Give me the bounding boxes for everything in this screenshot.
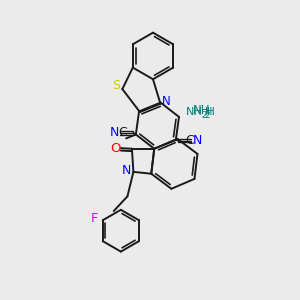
Text: F: F bbox=[91, 212, 98, 225]
Text: 2: 2 bbox=[202, 111, 207, 120]
Text: N: N bbox=[110, 126, 119, 139]
Text: C: C bbox=[185, 134, 194, 147]
Text: N: N bbox=[122, 164, 131, 177]
Text: NH: NH bbox=[193, 104, 211, 117]
Text: S: S bbox=[112, 79, 120, 92]
Text: C: C bbox=[118, 126, 127, 139]
Text: O: O bbox=[110, 142, 121, 154]
Text: H: H bbox=[205, 106, 212, 116]
Text: 2: 2 bbox=[205, 111, 211, 120]
Text: N: N bbox=[193, 134, 202, 147]
Text: H: H bbox=[207, 106, 215, 116]
Text: NH: NH bbox=[186, 106, 203, 116]
Text: N: N bbox=[161, 95, 170, 108]
